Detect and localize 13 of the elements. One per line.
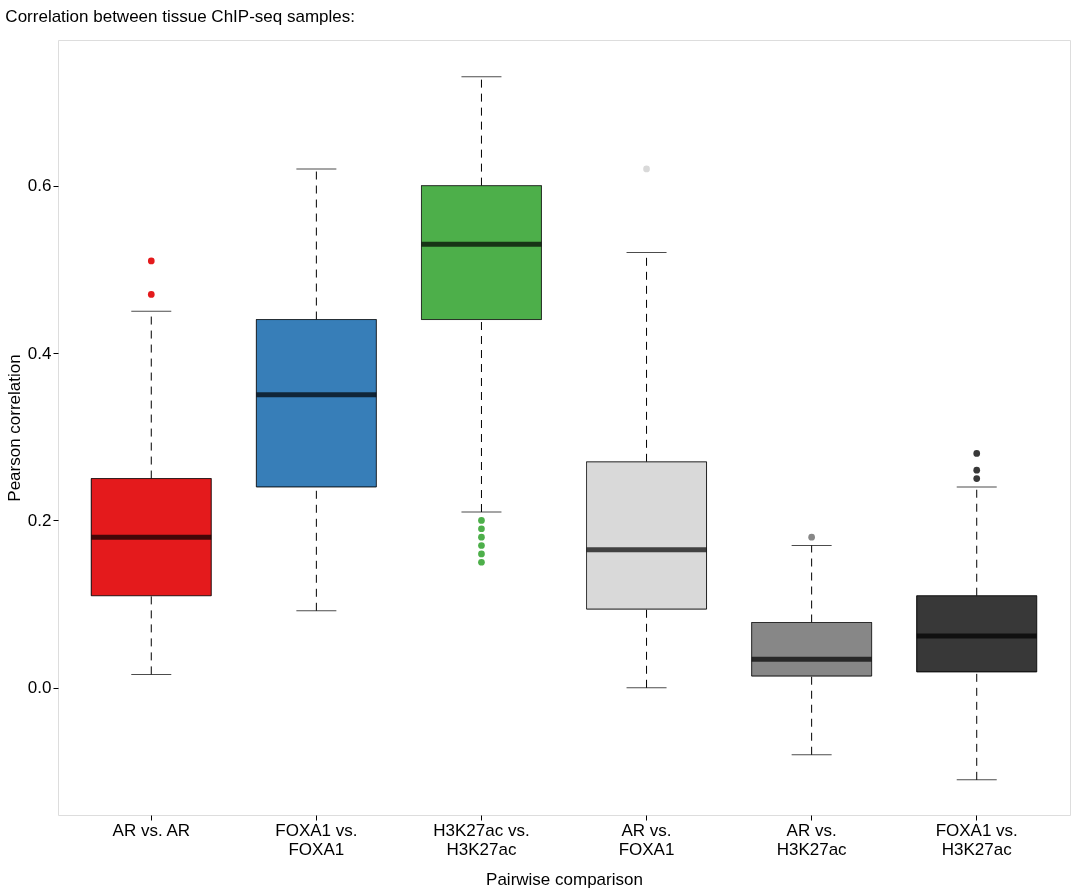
x-axis-title: Pairwise comparison: [486, 869, 643, 889]
x-tick-label: H3K27ac vs. H3K27ac: [433, 820, 530, 859]
y-tick-label: 0.6: [27, 176, 52, 196]
y-tick-label: 0.2: [27, 510, 52, 530]
x-tick-label: AR vs. AR: [112, 820, 191, 840]
y-tick-label: 0.4: [27, 343, 52, 363]
x-tick-label: AR vs. H3K27ac: [776, 820, 848, 859]
chart-title: Correlation between tissue ChIP-seq samples:: [5, 7, 355, 26]
y-axis-title: Pearson correlation: [4, 354, 24, 502]
x-tick-label: AR vs. FOXA1: [618, 820, 675, 859]
x-tick-label: FOXA1 vs. FOXA1: [275, 820, 358, 859]
y-tick-label: 0.0: [27, 678, 52, 698]
x-tick-label: FOXA1 vs. H3K27ac: [935, 820, 1018, 859]
